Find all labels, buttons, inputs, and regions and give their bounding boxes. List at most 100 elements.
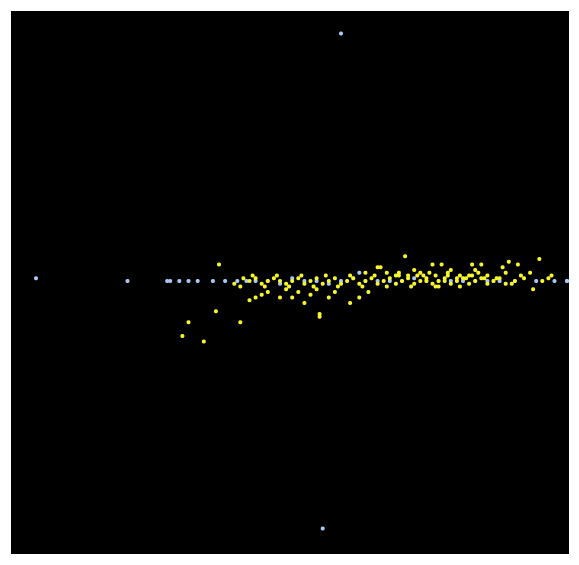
scatter-point-s0-6 (177, 279, 182, 283)
scatter-point-s1-24 (366, 290, 371, 294)
scatter-point-s1-80 (296, 276, 301, 281)
scatter-point-s1-116 (250, 273, 255, 278)
scatter-point-s1-133 (457, 284, 462, 289)
scatter-point-s0-35 (534, 279, 539, 283)
scatter-point-s1-26 (378, 265, 383, 270)
scatter-point-s1-8 (259, 292, 264, 297)
scatter-plot (34, 31, 569, 531)
scatter-point-s1-110 (479, 276, 484, 281)
scatter-point-s1-90 (357, 281, 362, 286)
scatter-point-s1-28 (393, 273, 398, 278)
scatter-point-s1-63 (549, 273, 554, 278)
scatter-point-s1-47 (476, 270, 481, 275)
scatter-point-s1-13 (296, 290, 301, 294)
scatter-point-s1-49 (485, 273, 490, 278)
scatter-point-s1-51 (494, 276, 499, 281)
scatter-point-s1-92 (369, 276, 374, 281)
scatter-point-s1-57 (522, 276, 526, 281)
scatter-point-s1-112 (491, 279, 496, 283)
scatter-point-s1-97 (400, 279, 404, 283)
scatter-point-s1-11 (284, 287, 289, 292)
scatter-point-s1-82 (308, 279, 313, 283)
scatter-point-s1-30 (403, 254, 408, 259)
scatter-point-s0-17 (302, 279, 307, 283)
scatter-point-s1-102 (430, 281, 435, 286)
scatter-point-s1-55 (512, 279, 517, 283)
scatter-point-s1-94 (381, 279, 386, 283)
scatter-point-s1-32 (412, 268, 417, 272)
scatter-point-s0-29 (448, 279, 453, 283)
scatter-point-s0-3 (125, 279, 130, 283)
scatter-point-s1-3 (186, 320, 191, 325)
scatter-point-s1-70 (232, 281, 237, 286)
scatter-point-s0-11 (235, 279, 240, 283)
scatter-point-s1-114 (503, 281, 508, 286)
scatter-point-s1-74 (259, 281, 264, 286)
scatter-point-s1-14 (302, 301, 307, 305)
scatter-point-s1-44 (464, 276, 469, 281)
scatter-point-s1-31 (406, 273, 411, 278)
scatter-point-s0-8 (195, 279, 200, 283)
scatter-point-s1-106 (454, 279, 459, 283)
scatter-point-s1-43 (457, 273, 462, 278)
scatter-point-s1-21 (348, 301, 353, 305)
scatter-point-s1-121 (311, 284, 316, 289)
scatter-point-s1-130 (421, 273, 426, 278)
scatter-point-s0-23 (375, 279, 380, 283)
scatter-point-s0-20 (339, 279, 343, 283)
scatter-point-s1-62 (546, 276, 551, 281)
scatter-point-s1-129 (409, 284, 414, 289)
scatter-point-s1-123 (335, 284, 340, 289)
scatter-point-s1-84 (320, 281, 325, 286)
scatter-point-s1-60 (537, 257, 542, 261)
scatter-point-s1-71 (241, 276, 246, 281)
scatter-point-s0-26 (412, 276, 417, 281)
scatter-point-s1-4 (180, 334, 185, 338)
scatter-point-s1-1 (213, 309, 218, 314)
scatter-point-s1-134 (470, 273, 475, 278)
scatter-point-s1-68 (506, 259, 511, 264)
scatter-point-s1-38 (436, 284, 441, 289)
scatter-point-s1-59 (531, 287, 536, 292)
scatter-point-s1-64 (430, 262, 435, 267)
scatter-point-s0-40 (357, 270, 362, 275)
scatter-point-s0-15 (278, 281, 282, 286)
scatter-point-s1-81 (302, 281, 307, 286)
scatter-point-s1-34 (418, 270, 423, 275)
scatter-point-s1-118 (274, 273, 279, 278)
scatter-point-s1-78 (284, 281, 289, 286)
scatter-point-s1-15 (308, 292, 313, 297)
scatter-point-s1-122 (323, 273, 328, 278)
scatter-point-s0-7 (186, 279, 191, 283)
scatter-point-s1-41 (448, 268, 453, 272)
scatter-point-s1-117 (262, 284, 267, 289)
scatter-point-s1-12 (290, 295, 295, 300)
scatter-point-s1-113 (497, 276, 502, 281)
scatter-point-s1-87 (339, 281, 343, 286)
scatter-point-s1-5 (201, 339, 206, 344)
scatter-point-s1-7 (253, 295, 258, 300)
scatter-point-s1-101 (424, 276, 429, 281)
scatter-point-s1-0 (217, 262, 221, 267)
scatter-point-s1-124 (348, 273, 353, 278)
scatter-point-s1-127 (384, 284, 389, 289)
scatter-point-s1-27 (384, 270, 389, 275)
scatter-point-s0-2 (34, 276, 38, 281)
scatter-point-s1-6 (247, 298, 252, 303)
scatter-point-s1-46 (473, 268, 478, 272)
scatter-point-s1-132 (445, 273, 450, 278)
scatter-point-s1-103 (436, 279, 441, 283)
scatter-point-s1-52 (500, 265, 505, 270)
scatter-point-s1-128 (396, 273, 401, 278)
scatter-point-s1-36 (427, 270, 432, 275)
scatter-point-s1-19 (326, 295, 331, 300)
scatter-point-s1-86 (332, 276, 337, 281)
scatter-point-s1-48 (482, 276, 487, 281)
scatter-point-s1-115 (238, 284, 243, 289)
scatter-point-s0-5 (168, 279, 173, 283)
scatter-point-s1-22 (357, 295, 362, 300)
scatter-plot-area (11, 11, 569, 554)
scatter-point-s1-9 (265, 290, 270, 294)
scatter-point-s0-9 (210, 279, 215, 283)
scatter-point-s1-76 (271, 276, 276, 281)
